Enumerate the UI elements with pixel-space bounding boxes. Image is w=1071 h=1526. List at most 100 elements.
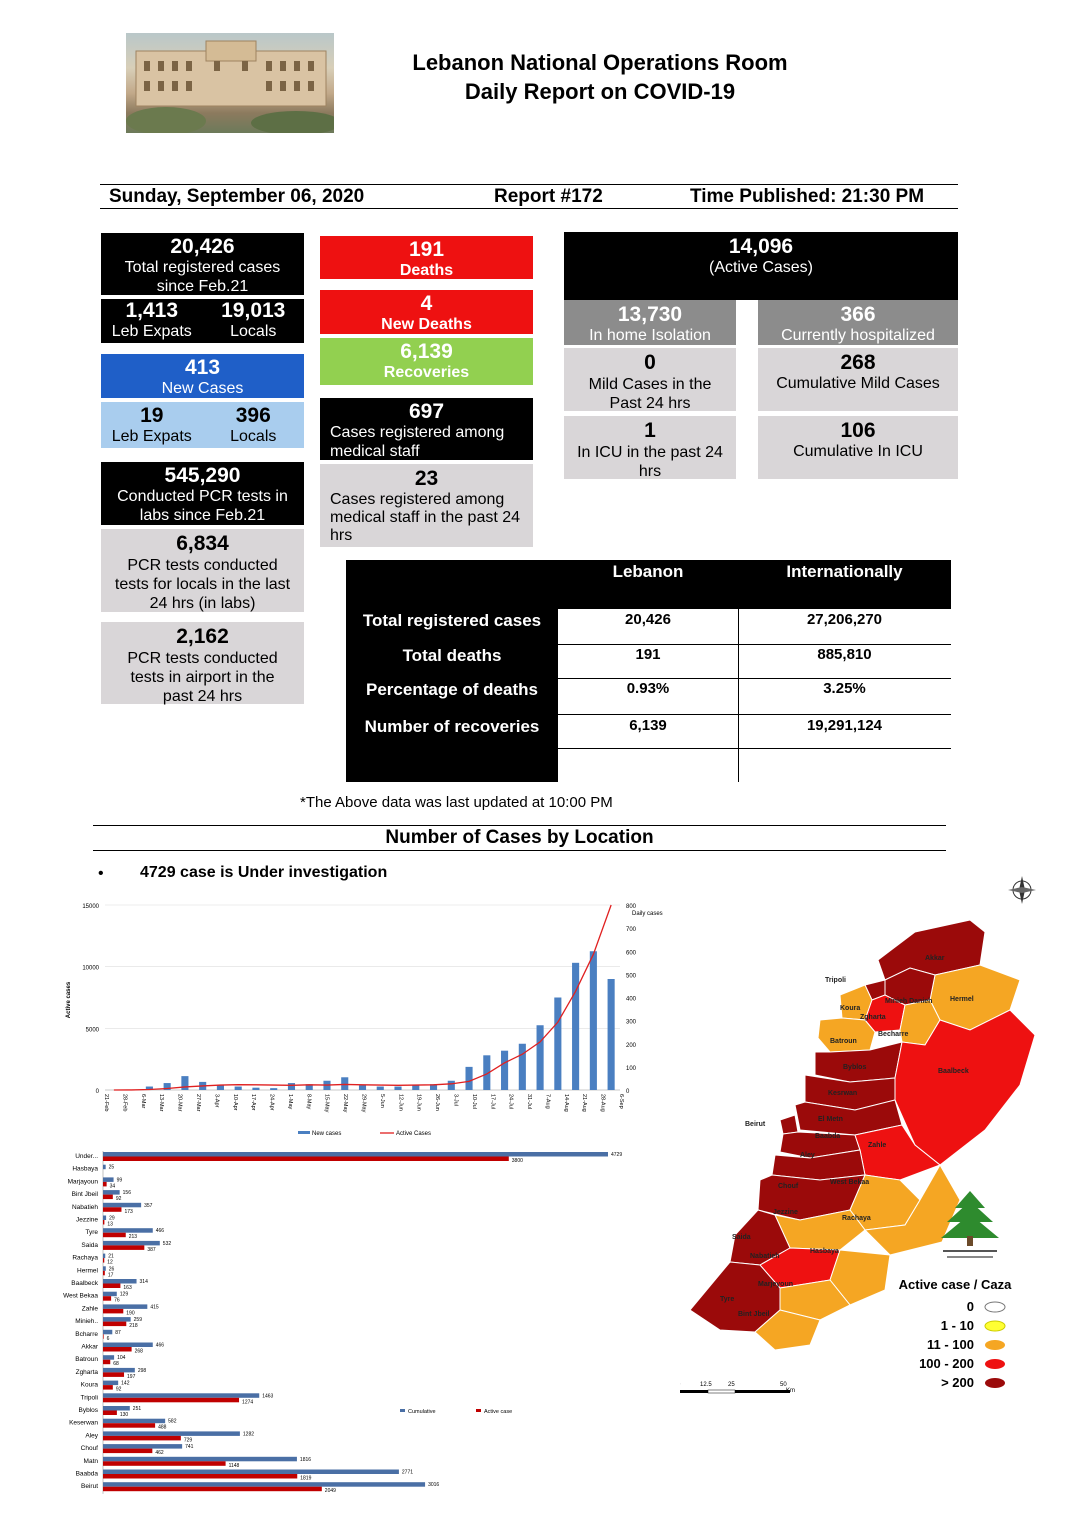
cumulative-bar [103,1456,297,1462]
x-tick-label: 10-Jul [471,1094,477,1109]
active-cases-box: 14,096 (Active Cases) [564,232,958,300]
cumulative-bar [103,1304,148,1309]
active-bar [103,1461,226,1466]
active-data-label: 2049 [325,1488,336,1494]
category-label: Bcharre [75,1331,98,1338]
new-cases-bar [181,1076,189,1090]
new-expats-label: Leb Expats [111,428,192,446]
total-cases-value: 20,426 [170,235,235,258]
cumulative-bar [103,1329,113,1335]
row-intl-value: 27,206,270 [806,611,883,628]
active-data-label: 462 [155,1450,164,1456]
cumulative-bar [103,1380,119,1386]
map-label: Koura [840,1005,860,1012]
new-cases-bar [216,1085,224,1090]
y2-tick-label: 200 [626,1043,637,1049]
new-cases-split-box: 19 Leb Expats 396 Locals [101,402,304,448]
row-label: Total registered cases [362,611,542,630]
title-line-1: Lebanon National Operations Room [412,50,788,75]
legend-active-cases: Active Cases [396,1131,431,1137]
map-label: Batroun [830,1038,857,1045]
category-label: Zahle [82,1305,99,1312]
map-region-metn [794,1099,903,1136]
row-lebanon-value: 20,426 [625,611,671,628]
map-label: Nabatieh [750,1253,780,1260]
category-label: Under... [75,1153,98,1160]
map-legend-title: Active case / Caza [898,1277,1012,1292]
cumulative-bar [103,1240,160,1246]
medical-staff-box: 697 Cases registered among medical staff [320,398,533,460]
x-tick-label: 1-May [287,1094,293,1110]
serail-photo [126,33,341,135]
location-section-title: Number of Cases by Location [385,827,654,848]
active-bar [103,1486,322,1492]
locals-total-value: 19,013 [221,299,286,322]
map-label: Baabda [815,1133,840,1140]
new-cases-bar [429,1084,438,1090]
active-bar [103,1220,105,1225]
cumulative-icu-value: 106 [840,419,876,442]
row-lebanon-value: 0.93% [626,680,670,697]
y2-tick-label: 0 [626,1089,630,1095]
deaths-box: 191 Deaths [320,236,533,279]
map-label: Akkar [925,955,945,962]
pcr-local-value: 6,834 [176,532,229,555]
new-cases-bar [376,1086,384,1090]
new-cases-label: New Cases [161,380,244,398]
legend-item: > 200 [880,1373,1030,1392]
map-label: Baalbeck [938,1068,969,1075]
category-label: Beirut [81,1483,98,1490]
map-region-tyre [689,1261,781,1333]
x-tick-label: 31-Jul [526,1094,532,1109]
active-data-label: 190 [126,1310,135,1316]
y-tick-label: 15000 [82,904,99,910]
cumulative-bar [103,1177,114,1182]
active-data-label: 213 [129,1234,138,1240]
map-region-batroun [817,1017,876,1053]
mild-cases-value: 0 [644,351,656,374]
y2-tick-label: 300 [626,1020,637,1026]
cumulative-data-label: 99 [117,1177,123,1183]
cumulative-data-label: 1463 [262,1393,273,1399]
cumulative-data-label: 466 [156,1228,165,1234]
active-bar [103,1156,509,1161]
active-bar [103,1194,113,1200]
active-cases-line [113,904,612,1091]
new-cases-bar [287,1083,296,1090]
new-cases-bar [518,1043,526,1090]
category-label: Hasbaya [72,1166,98,1173]
x-tick-label: 17-Jul [489,1094,495,1109]
y-axis-label: Active cases [66,981,72,1018]
new-locals-value: 396 [235,404,271,427]
active-data-label: 3800 [512,1158,523,1164]
map-label: Hasbaya [810,1248,839,1255]
y2-tick-label: 100 [626,1066,637,1072]
map-label: Tyre [720,1296,734,1303]
scale-label: 25 [728,1382,735,1388]
recoveries-label: Recoveries [383,364,470,382]
cumulative-bar [103,1418,166,1424]
active-data-label: 173 [124,1209,133,1215]
category-label: Minieh.. [75,1318,98,1325]
legend-item: 100 - 200 [880,1354,1030,1373]
cumulative-data-label: 25 [109,1165,115,1171]
legend-label: 11 - 100 [927,1337,974,1352]
x-tick-label: 19-Jun [416,1094,422,1111]
new-cases-bar [145,1086,153,1090]
publish-time: Time Published: 21:30 PM [690,186,925,207]
icu-label: In ICU in the past 24 hrs [577,444,723,481]
active-data-label: 130 [120,1412,129,1418]
x-tick-label: 15-May [324,1094,330,1113]
pcr-airport-value: 2,162 [176,625,229,648]
pcr-total-value: 545,290 [164,464,241,487]
active-bar [103,1448,153,1454]
pcr-local-box: 6,834 PCR tests conducted tests for loca… [101,529,304,612]
map-label: Rachaya [842,1215,871,1222]
new-cases-bar [465,1066,473,1090]
active-bar [103,1181,107,1187]
hospitalized-box: 366 Currently hospitalized [758,300,958,345]
active-bar [103,1308,124,1314]
new-cases-bar [536,1025,544,1090]
active-data-label: 12 [107,1260,113,1266]
active-bar [103,1245,145,1250]
